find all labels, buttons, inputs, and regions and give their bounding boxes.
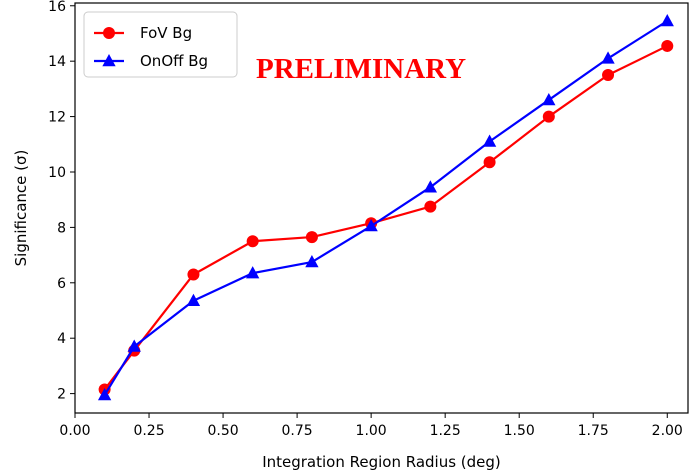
- data-point: [542, 110, 555, 123]
- x-tick-label: 0.25: [133, 423, 164, 439]
- legend: FoV Bg OnOff Bg: [83, 11, 238, 78]
- series-1: [97, 14, 674, 401]
- data-point: [661, 39, 674, 52]
- series-layer: [97, 14, 674, 401]
- data-point: [602, 69, 615, 82]
- data-point: [305, 255, 319, 268]
- y-tick-label: 14: [48, 54, 66, 70]
- y-tick-label: 2: [57, 387, 66, 403]
- preliminary-annotation: PRELIMINARY: [256, 53, 466, 85]
- data-point: [542, 92, 556, 106]
- y-axis: 2 4 6 8 10 12 14 16: [48, 0, 75, 403]
- data-point: [187, 268, 200, 281]
- plot-area: PRELIMINARY FoV Bg OnOff Bg: [74, 2, 689, 414]
- legend-marker: [103, 27, 115, 39]
- y-axis-label: Significance (σ): [12, 150, 30, 267]
- data-point: [186, 293, 201, 307]
- data-point: [97, 387, 112, 401]
- y-tick-label: 8: [57, 220, 66, 236]
- x-tick-label: 1.25: [430, 423, 461, 439]
- x-tick-label: 1.00: [356, 423, 387, 439]
- data-point: [483, 156, 496, 169]
- legend-marker: [102, 54, 116, 67]
- y-tick-label: 12: [48, 110, 66, 126]
- data-point: [482, 134, 497, 147]
- x-tick-label: 1.75: [578, 423, 609, 439]
- series-0: [98, 39, 674, 396]
- y-tick-label: 10: [48, 165, 66, 181]
- data-point: [127, 339, 141, 352]
- x-tick-label: 0.50: [207, 423, 238, 439]
- x-tick-label: 2.00: [652, 423, 683, 439]
- x-axis-label: Integration Region Radius (deg): [262, 453, 501, 471]
- legend-label: OnOff Bg: [140, 52, 208, 70]
- y-tick-label: 4: [57, 331, 66, 347]
- plot-frame: [74, 2, 689, 414]
- series-line: [103, 44, 668, 391]
- data-point: [246, 235, 259, 248]
- legend-item: FoV Bg: [94, 24, 192, 42]
- x-tick-label: 0.00: [59, 423, 90, 439]
- data-point: [423, 180, 438, 193]
- data-point: [601, 51, 615, 64]
- legend-item: OnOff Bg: [94, 52, 208, 70]
- x-tick-label: 0.75: [282, 423, 313, 439]
- legend-items: FoV Bg OnOff Bg: [94, 24, 208, 70]
- y-tick-label: 6: [57, 276, 66, 292]
- y-tick-label: 16: [48, 0, 66, 15]
- data-point: [424, 200, 437, 213]
- data-point: [305, 231, 318, 244]
- x-axis: 0.00 0.25 0.50 0.75 1.00 1.25 1.50 1.75 2.00: [59, 413, 683, 439]
- legend-label: FoV Bg: [140, 24, 192, 42]
- data-point: [246, 266, 260, 279]
- data-point: [660, 14, 674, 27]
- data-point: [364, 219, 378, 232]
- x-tick-label: 1.50: [504, 423, 535, 439]
